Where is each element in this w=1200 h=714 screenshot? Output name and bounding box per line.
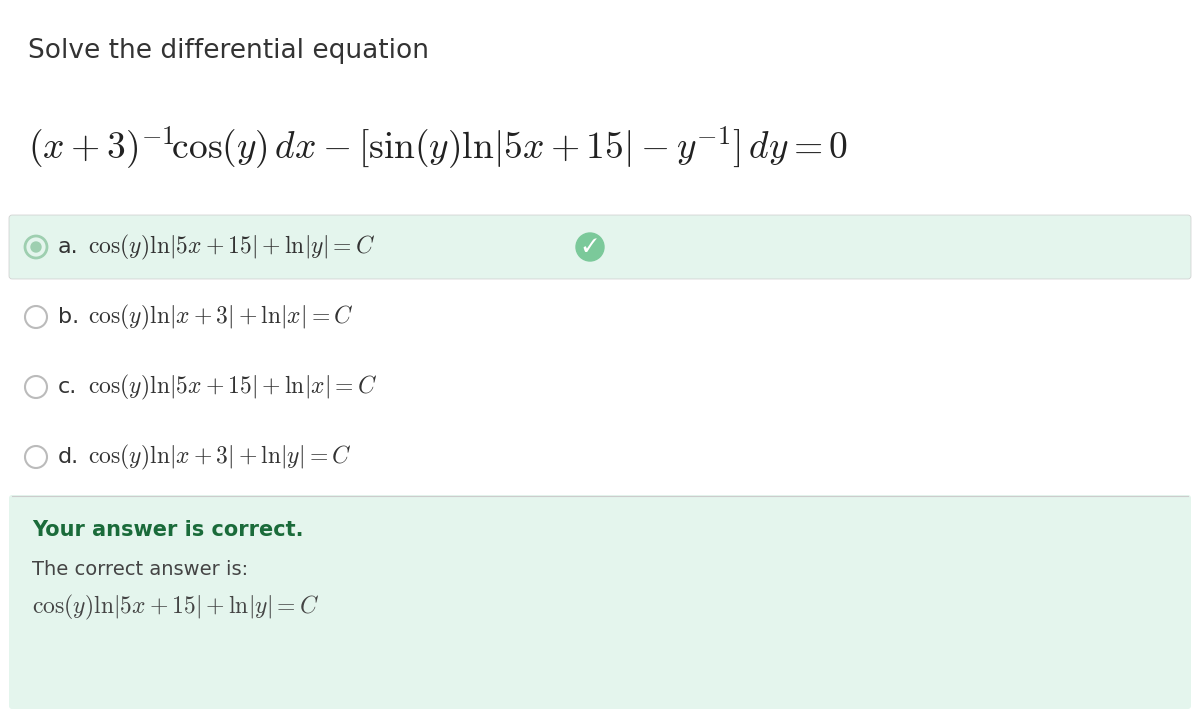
Text: Your answer is correct.: Your answer is correct.: [32, 520, 304, 540]
Text: $\cos (y)\ln |5x + 15| + \ln |y| = C$: $\cos (y)\ln |5x + 15| + \ln |y| = C$: [88, 233, 376, 261]
Circle shape: [576, 233, 604, 261]
Text: $(x + 3)^{-1}\!\cos (y)\,dx - [\sin (y)\ln |5x + 15| - y^{-1}]\,dy = 0$: $(x + 3)^{-1}\!\cos (y)\,dx - [\sin (y)\…: [28, 125, 848, 171]
Text: c.: c.: [58, 377, 77, 397]
Text: $\checkmark$: $\checkmark$: [582, 238, 598, 256]
Circle shape: [31, 242, 41, 252]
Text: Solve the differential equation: Solve the differential equation: [28, 38, 430, 64]
Text: The correct answer is:: The correct answer is:: [32, 560, 248, 579]
Text: a.: a.: [58, 237, 79, 257]
Text: d.: d.: [58, 447, 79, 467]
Text: $\cos (y)\ln |5x + 15| + \ln |x| = C$: $\cos (y)\ln |5x + 15| + \ln |x| = C$: [88, 373, 377, 401]
Text: $\cos (y)\ln |x + 3| + \ln |x| = C$: $\cos (y)\ln |x + 3| + \ln |x| = C$: [88, 303, 354, 331]
FancyBboxPatch shape: [10, 495, 1190, 709]
Text: $\cos (y)\ln |x + 3| + \ln |y| = C$: $\cos (y)\ln |x + 3| + \ln |y| = C$: [88, 443, 352, 471]
FancyBboxPatch shape: [10, 215, 1190, 279]
Text: b.: b.: [58, 307, 79, 327]
Text: $\cos (y)\ln |5x + 15| + \ln |y| = C$: $\cos (y)\ln |5x + 15| + \ln |y| = C$: [32, 593, 319, 622]
